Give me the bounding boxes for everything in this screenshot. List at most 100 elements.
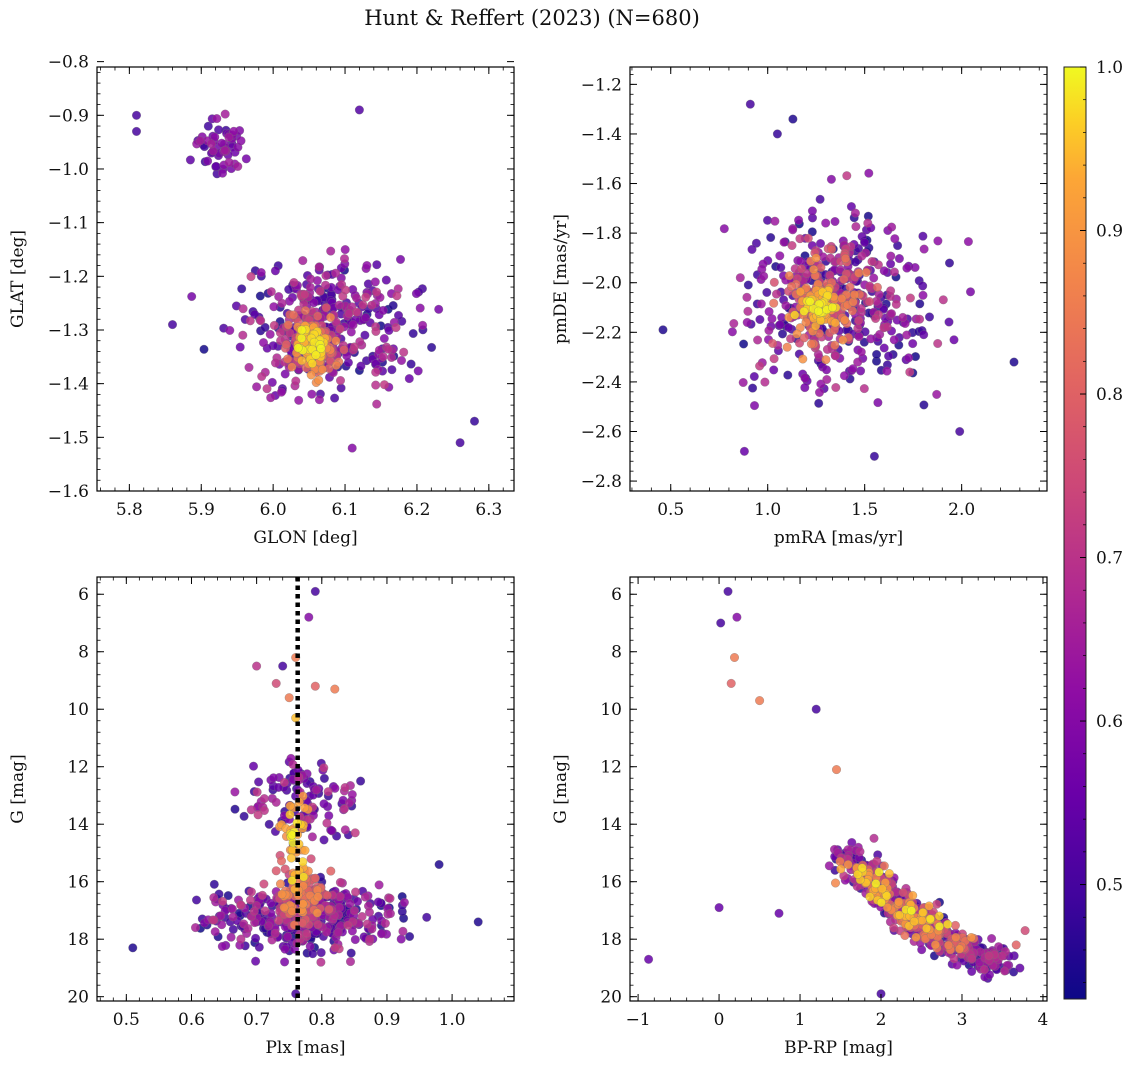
data-point: [321, 271, 331, 281]
data-point: [816, 315, 826, 325]
x-tick-label: 5.9: [188, 500, 215, 520]
data-point: [925, 914, 935, 924]
x-tick-label: 1.0: [439, 1010, 466, 1030]
data-point: [252, 787, 262, 797]
y-tick-label: 10: [600, 700, 622, 720]
data-point: [399, 347, 409, 357]
data-point: [361, 313, 371, 323]
data-point: [300, 306, 310, 316]
data-point: [245, 316, 255, 326]
data-point: [658, 325, 668, 335]
data-point: [341, 285, 351, 295]
data-point: [824, 861, 834, 871]
data-point: [279, 777, 289, 787]
data-point: [809, 265, 819, 274]
data-point: [872, 282, 882, 292]
data-point: [297, 356, 307, 366]
data-point: [876, 898, 886, 907]
data-point: [360, 892, 370, 902]
data-point: [285, 801, 295, 811]
data-point: [277, 298, 287, 308]
data-point: [830, 351, 840, 361]
data-point: [253, 810, 263, 820]
data-point: [357, 912, 367, 921]
data-point: [790, 310, 800, 320]
x-tick-label: 0.5: [657, 500, 684, 520]
y-tick-label: 12: [67, 758, 89, 778]
data-point: [716, 618, 726, 628]
data-point: [319, 799, 329, 809]
data-point: [396, 934, 406, 944]
data-point: [945, 258, 954, 268]
data-point: [322, 890, 332, 900]
y-tick-label: −1.4: [48, 375, 89, 395]
data-point: [394, 310, 403, 320]
data-point: [243, 924, 253, 933]
data-point: [228, 912, 238, 922]
data-point: [321, 303, 331, 313]
data-point: [851, 257, 861, 267]
data-point: [266, 393, 276, 403]
data-point: [314, 375, 324, 385]
data-point: [224, 132, 234, 142]
data-point: [856, 347, 866, 357]
data-point: [799, 333, 809, 343]
data-point: [850, 208, 860, 218]
data-point: [220, 109, 230, 119]
data-point: [821, 218, 831, 228]
data-point: [336, 383, 346, 393]
data-point: [795, 287, 805, 297]
x-tick-label: 6.3: [475, 500, 502, 520]
data-point: [1009, 357, 1019, 367]
data-point: [278, 661, 288, 671]
data-point: [218, 896, 228, 906]
data-point: [787, 241, 797, 250]
data-point: [260, 322, 270, 332]
x-tick-label: 0.7: [243, 1010, 270, 1030]
data-point: [889, 267, 899, 277]
data-point: [827, 244, 837, 254]
data-point: [128, 943, 138, 953]
data-point: [233, 161, 243, 171]
data-point: [783, 370, 793, 380]
data-point: [822, 344, 832, 354]
data-point: [768, 338, 778, 348]
data-point: [918, 281, 928, 291]
data-point: [283, 354, 293, 364]
data-point: [408, 329, 418, 338]
data-point: [911, 932, 921, 942]
y-tick-label: −1.6: [48, 482, 89, 502]
data-point: [729, 319, 739, 328]
data-point: [889, 923, 899, 933]
data-point: [796, 256, 805, 266]
y-tick-label: −2.4: [581, 373, 622, 393]
data-point: [882, 891, 892, 901]
y-tick-label: 16: [67, 873, 89, 893]
data-point: [344, 798, 354, 808]
data-point: [294, 395, 304, 405]
data-point: [252, 661, 262, 671]
data-point: [831, 383, 841, 392]
data-point: [132, 110, 141, 120]
y-tick-label: 14: [67, 815, 89, 835]
data-point: [306, 370, 316, 380]
data-point: [987, 934, 997, 943]
colorbar-tick-label: 0.8: [1096, 385, 1123, 405]
data-point: [132, 126, 141, 136]
x-tick-label: 0.5: [113, 1010, 140, 1030]
data-point: [871, 314, 881, 323]
data-point: [371, 380, 381, 390]
data-point: [280, 369, 290, 379]
data-point: [365, 934, 375, 944]
data-point: [206, 139, 216, 149]
data-point: [434, 860, 444, 869]
data-point: [732, 612, 742, 622]
data-point: [795, 234, 805, 244]
data-point: [750, 401, 759, 411]
data-point: [277, 889, 287, 899]
data-point: [274, 916, 284, 926]
data-point: [815, 387, 824, 397]
data-point: [845, 282, 855, 292]
y-tick-label: 14: [600, 815, 622, 835]
data-point: [356, 361, 366, 371]
